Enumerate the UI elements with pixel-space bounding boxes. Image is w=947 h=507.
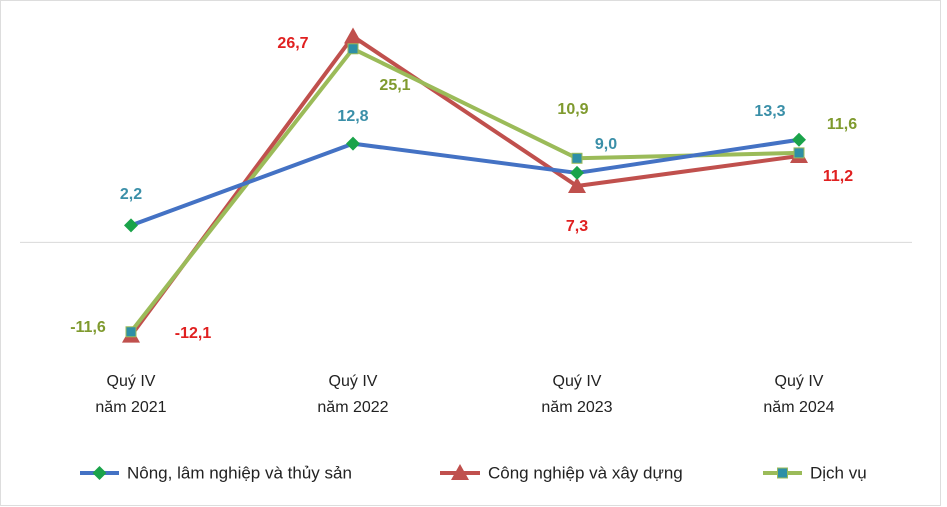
legend-label: Dịch vụ — [810, 463, 867, 482]
data-label: -11,6 — [70, 319, 106, 336]
point-marker — [344, 27, 362, 44]
data-label: 11,6 — [827, 116, 857, 133]
data-label: 10,9 — [557, 101, 588, 118]
legend-marker — [451, 464, 469, 480]
legend-marker — [92, 466, 107, 480]
x-tick-label: Quý IV — [775, 373, 824, 390]
series-line — [130, 137, 800, 228]
legend-label: Nông, lâm nghiệp và thủy sản — [127, 463, 352, 482]
point-marker — [571, 152, 583, 164]
data-label: 11,2 — [823, 168, 853, 185]
x-tick-label: Quý IV — [107, 373, 156, 390]
point-marker — [570, 165, 584, 180]
point-marker — [346, 136, 360, 151]
legend-marker — [777, 467, 788, 479]
data-label: -12,1 — [175, 325, 212, 342]
point-marker — [792, 132, 806, 147]
point-marker — [125, 326, 137, 338]
data-label: 2,2 — [120, 186, 142, 203]
x-tick-label: năm 2021 — [95, 399, 166, 416]
x-tick-label: năm 2022 — [317, 399, 388, 416]
point-marker — [347, 43, 359, 55]
x-tick-label: năm 2024 — [763, 399, 834, 416]
data-label: 13,3 — [754, 103, 785, 120]
point-marker — [568, 177, 586, 194]
data-label: 9,0 — [595, 136, 617, 153]
legend-label: Công nghiệp và xây dựng — [488, 463, 683, 482]
x-tick-label: năm 2023 — [541, 399, 612, 416]
x-tick-label: Quý IV — [553, 373, 602, 390]
point-marker — [793, 147, 805, 159]
x-tick-label: Quý IV — [329, 373, 378, 390]
data-label: 12,8 — [337, 108, 368, 125]
data-label: 7,3 — [566, 218, 588, 235]
point-marker — [124, 218, 138, 233]
data-label: 25,1 — [379, 77, 410, 94]
data-label: 26,7 — [277, 35, 308, 52]
